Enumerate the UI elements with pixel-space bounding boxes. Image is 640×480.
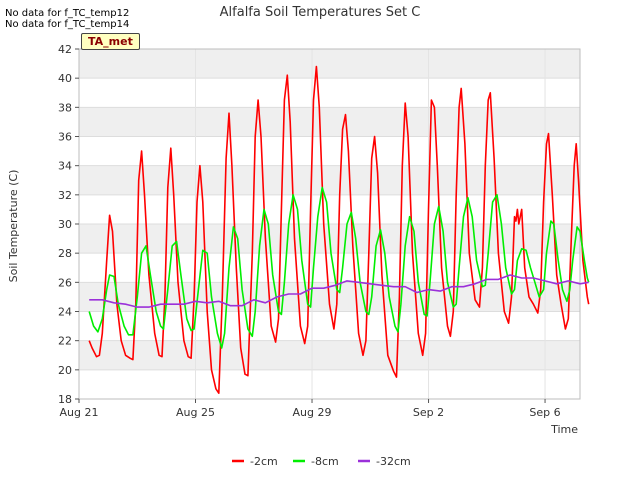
y-tick-label: 24 — [58, 306, 72, 319]
y-tick-label: 18 — [58, 393, 72, 406]
series-line-2cm — [88, 65, 590, 394]
x-tick-label: Aug 29 — [293, 406, 332, 419]
y-tick-label: 20 — [58, 364, 72, 377]
plot-band — [79, 340, 580, 370]
plot-band — [79, 253, 580, 283]
gridlines — [78, 48, 580, 400]
x-tick-label: Aug 21 — [60, 406, 99, 419]
y-tick-label: 34 — [58, 160, 72, 173]
y-tick-label: 30 — [58, 218, 72, 231]
y-tick-label: 42 — [58, 43, 72, 56]
legend-label: -8cm — [311, 455, 339, 468]
x-tick-label: Sep 2 — [413, 406, 444, 419]
x-tick-label: Sep 6 — [529, 406, 560, 419]
x-axis-label: Time — [550, 423, 578, 436]
y-axis-ticks: 18 20 22 24 26 28 30 32 34 36 38 40 42 — [58, 43, 79, 406]
plot-band — [79, 194, 580, 224]
plot-band — [79, 136, 580, 166]
y-tick-label: 26 — [58, 276, 72, 289]
y-tick-label: 22 — [58, 335, 72, 348]
chart-title: Alfalfa Soil Temperatures Set C — [220, 5, 421, 20]
legend-label: -2cm — [250, 455, 278, 468]
y-tick-label: 32 — [58, 189, 72, 202]
y-tick-label: 36 — [58, 131, 72, 144]
y-tick-label: 28 — [58, 247, 72, 260]
series-line-32cm — [89, 274, 589, 308]
plot-band — [79, 107, 580, 137]
no-data-note-2: No data for f_TC_temp14 — [5, 19, 130, 30]
legend: -2cm -8cm -32cm — [232, 455, 411, 468]
series-line-8cm — [88, 186, 590, 349]
plot-band — [79, 369, 580, 399]
y-tick-label: 38 — [58, 101, 72, 114]
no-data-note-1: No data for f_TC_temp12 — [5, 8, 130, 19]
ta-met-badge: TA_met — [81, 33, 140, 50]
series-lines — [88, 65, 590, 394]
plot-bands — [79, 49, 580, 399]
y-axis-label: Soil Temperature (C) — [7, 170, 20, 283]
legend-label: -32cm — [376, 455, 411, 468]
x-axis-ticks: Aug 21 Aug 25 Aug 29 Sep 2 Sep 6 — [60, 399, 561, 419]
y-tick-label: 40 — [58, 72, 72, 85]
plot-band — [79, 165, 580, 195]
plot-band — [79, 49, 580, 79]
plot-band — [79, 78, 580, 108]
x-tick-label: Aug 25 — [176, 406, 215, 419]
